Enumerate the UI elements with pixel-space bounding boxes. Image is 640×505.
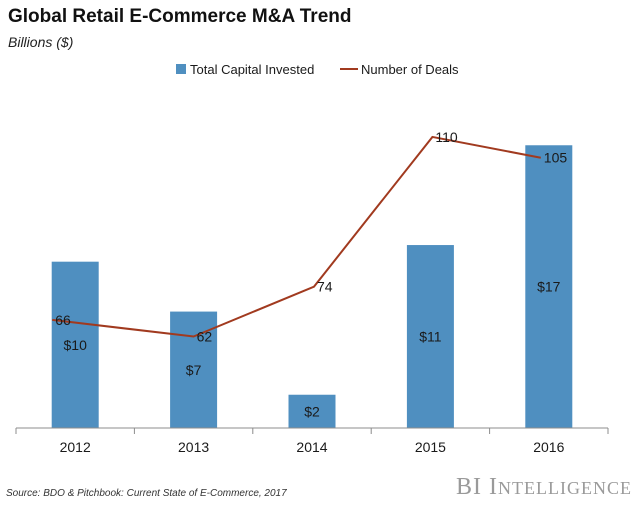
chart-subtitle: Billions ($)	[8, 34, 74, 50]
line-value-label: 105	[544, 150, 568, 166]
brand-part2-initial: I	[489, 474, 499, 500]
x-axis: 2012 2013 2014 2015 2016	[15, 427, 609, 455]
x-tick-label: 2014	[296, 439, 327, 455]
line-series: 66 62 74 110 105	[52, 129, 567, 345]
bar-2016	[525, 145, 573, 428]
bar-value-label: $11	[419, 329, 442, 345]
bar-2012	[51, 261, 99, 428]
source-note: Source: BDO & Pitchbook: Current State o…	[6, 488, 287, 499]
legend-bar-swatch	[176, 64, 186, 74]
line-value-label: 66	[55, 312, 71, 328]
bar-value-label: $7	[186, 362, 202, 378]
x-tick-label: 2016	[533, 439, 564, 455]
legend-bar-label: Total Capital Invested	[190, 62, 314, 77]
brand-part2-rest: NTELLIGENCE	[498, 478, 632, 498]
x-tick-label: 2013	[178, 439, 209, 455]
bar-value-label: $2	[304, 403, 320, 419]
line-value-label: 74	[317, 279, 333, 295]
chart-title: Global Retail E-Commerce M&A Trend	[8, 6, 352, 27]
line-value-label: 110	[435, 129, 458, 145]
x-tick-label: 2012	[60, 439, 91, 455]
bar-2014	[288, 394, 336, 428]
bar-2015	[406, 245, 454, 428]
brand-logo: BI INTELLIGENCE	[456, 474, 632, 501]
legend: Total Capital Invested Number of Deals	[176, 62, 459, 77]
line-value-label: 62	[197, 329, 213, 345]
bar-value-label: $17	[537, 279, 561, 295]
brand-part1: BI	[456, 474, 483, 500]
legend-line-label: Number of Deals	[361, 62, 459, 77]
x-tick-label: 2015	[415, 439, 446, 455]
bar-value-label: $10	[64, 337, 88, 353]
deals-line	[52, 135, 541, 338]
